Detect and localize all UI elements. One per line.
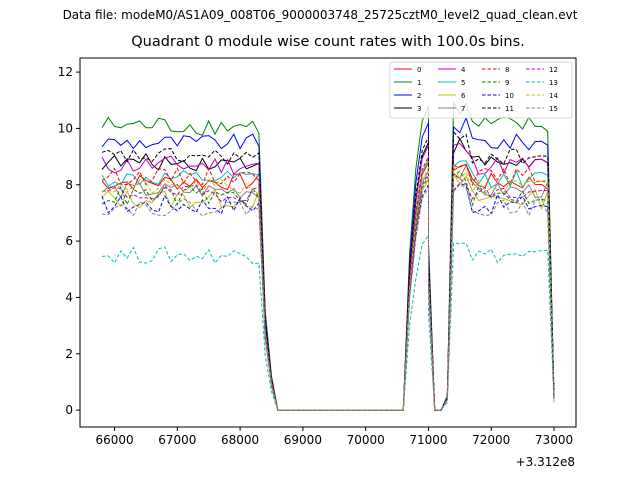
y-tick-label: 12: [58, 65, 73, 79]
legend-label-4: 4: [461, 66, 466, 74]
legend-label-0: 0: [417, 66, 421, 74]
x-tick-label: 66000: [95, 433, 133, 447]
x-tick-label: 72000: [472, 433, 510, 447]
legend-label-12: 12: [549, 66, 558, 74]
legend-label-10: 10: [505, 92, 514, 100]
y-tick-label: 2: [65, 347, 73, 361]
y-axis: 0 2 4 6 8 10 12: [58, 65, 80, 417]
x-tick-label: 71000: [409, 433, 447, 447]
x-offset-label: +3.312e8: [516, 455, 575, 469]
legend-label-7: 7: [461, 105, 465, 113]
y-tick-label: 6: [65, 234, 73, 248]
series-line-14: [101, 165, 555, 411]
series-line-15: [101, 183, 555, 411]
chart-title: Quadrant 0 module wise count rates with …: [131, 34, 525, 50]
x-axis: 66000 67000 68000 69000 70000 71000 72000 73000: [95, 427, 573, 447]
legend-label-2: 2: [417, 92, 421, 100]
x-tick-label: 68000: [221, 433, 259, 447]
legend-label-6: 6: [461, 92, 466, 100]
y-tick-label: 8: [65, 178, 73, 192]
legend-label-3: 3: [417, 105, 421, 113]
legend-label-8: 8: [505, 66, 509, 74]
legend-label-5: 5: [461, 79, 465, 87]
y-tick-label: 10: [58, 121, 73, 135]
figure-suptitle: Data file: modeM0/AS1A09_008T06_90000037…: [62, 8, 578, 22]
x-tick-label: 69000: [284, 433, 322, 447]
axes-frame: [79, 57, 577, 428]
legend-label-14: 14: [549, 92, 558, 100]
y-tick-label: 4: [65, 290, 73, 304]
legend-label-13: 13: [549, 79, 558, 87]
legend-label-15: 15: [549, 105, 558, 113]
legend-label-11: 11: [505, 105, 514, 113]
x-tick-label: 67000: [158, 433, 196, 447]
legend-label-1: 1: [417, 79, 421, 87]
legend-box: [389, 61, 573, 119]
series-layer: [101, 100, 555, 411]
series-line-12: [101, 173, 555, 411]
x-tick-label: 73000: [535, 433, 573, 447]
x-tick-label: 70000: [347, 433, 385, 447]
legend-label-9: 9: [505, 79, 509, 87]
y-tick-label: 0: [65, 403, 73, 417]
